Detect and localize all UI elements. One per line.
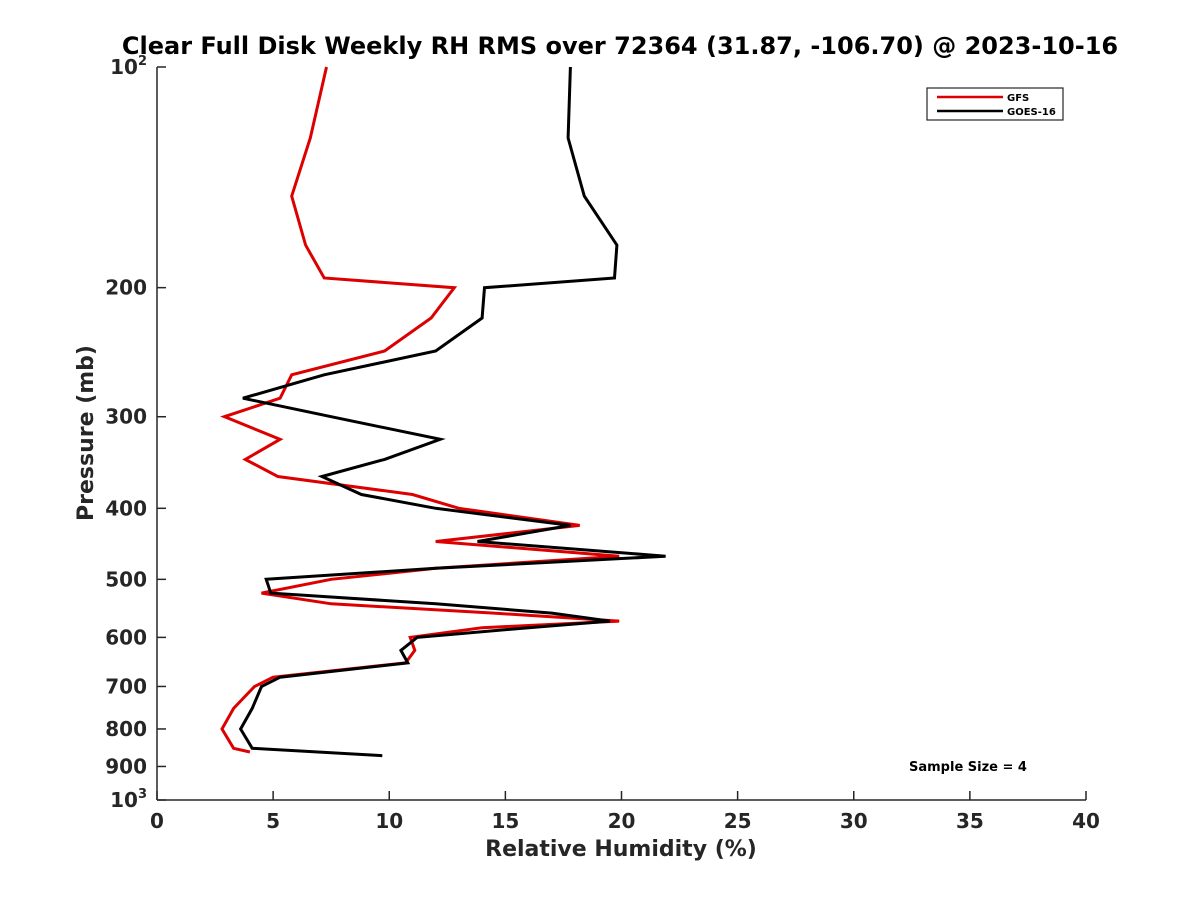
y-tick-base: 10 <box>110 55 138 79</box>
legend: GFS GOES-16 <box>926 87 1064 121</box>
series-line-goes-16 <box>238 66 666 758</box>
y-tick-label: 300 <box>105 405 147 429</box>
x-tick-label: 20 <box>608 809 636 833</box>
y-tick-label: 103 <box>110 787 147 812</box>
x-tick-label: 15 <box>491 809 519 833</box>
y-tick-label: 102 <box>110 54 147 79</box>
y-axis-label: Pressure (mb) <box>74 345 99 521</box>
x-tick-label: 30 <box>840 809 868 833</box>
y-tick-label: 600 <box>105 625 147 649</box>
legend-label: GOES-16 <box>1007 107 1056 118</box>
legend-box <box>926 87 1064 121</box>
x-axis-label: Relative Humidity (%) <box>485 837 757 862</box>
x-tick-label: 40 <box>1072 809 1100 833</box>
x-ticks: 0 5 10 15 20 25 30 35 40 <box>150 791 1100 833</box>
x-tick-label: 25 <box>724 809 752 833</box>
x-tick-label: 10 <box>375 809 403 833</box>
plot-area <box>157 67 1086 800</box>
x-tick-label: 5 <box>266 809 280 833</box>
chart-title: Clear Full Disk Weekly RH RMS over 72364… <box>122 32 1118 60</box>
y-tick-label: 700 <box>105 674 147 698</box>
y-tick-label: 800 <box>105 717 147 741</box>
x-tick-label: 0 <box>150 809 164 833</box>
y-tick-label: 500 <box>105 567 147 591</box>
y-tick-label: 200 <box>105 276 147 300</box>
legend-label: GFS <box>1007 93 1029 104</box>
y-tick-label: 900 <box>105 754 147 778</box>
y-tick-base: 10 <box>110 788 138 812</box>
y-tick-label: 400 <box>105 496 147 520</box>
series-layer <box>220 66 666 758</box>
y-tick-exponent: 2 <box>138 54 147 69</box>
x-tick-label: 35 <box>956 809 984 833</box>
y-tick-exponent: 3 <box>138 787 147 802</box>
sample-size-note: Sample Size = 4 <box>909 760 1027 775</box>
